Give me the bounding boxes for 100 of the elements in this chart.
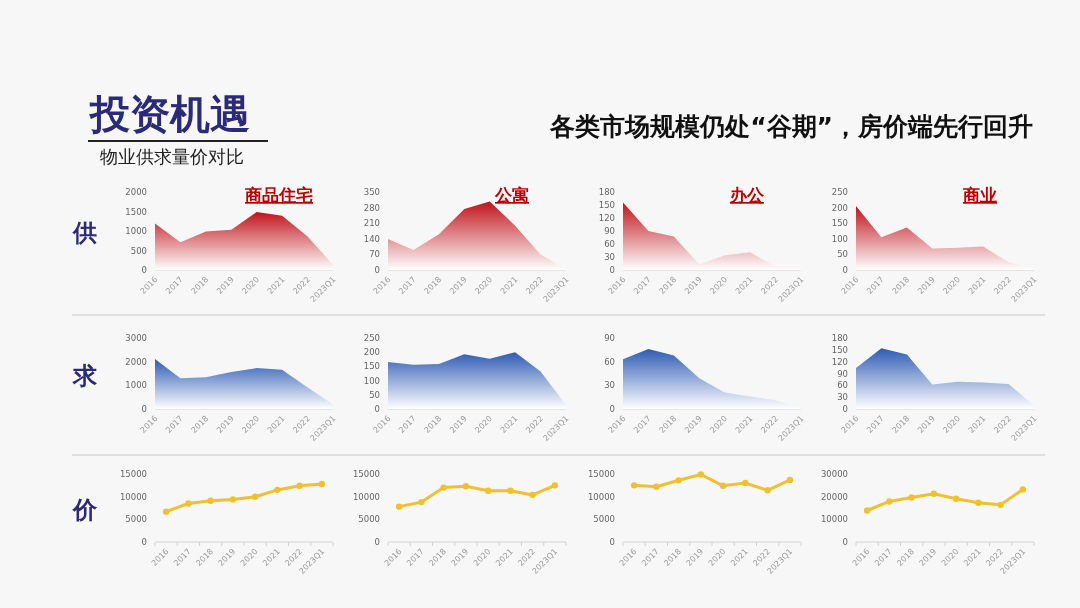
point [274, 486, 281, 494]
point [484, 487, 492, 494]
point [251, 493, 259, 500]
y-tick-label: 1500 [125, 206, 147, 217]
point [1019, 486, 1027, 493]
y-tick-label: 0 [609, 265, 615, 275]
point [886, 498, 893, 505]
y-axis-title: 求 [72, 361, 98, 390]
y-tick-label: 350 [363, 187, 380, 197]
y-tick-label: 10000 [352, 491, 380, 502]
y-tick-label: 30 [604, 252, 615, 262]
y-tick-label: 120 [831, 356, 848, 367]
y-tick-label: 30000 [820, 469, 848, 479]
text: 物业供求量价对比 [100, 146, 244, 167]
y-tick-label: 120 [598, 213, 615, 223]
point [207, 497, 214, 504]
point [551, 482, 559, 489]
y-tick-label: 5000 [125, 514, 147, 525]
point [952, 495, 960, 502]
y-tick-label: 200 [831, 202, 848, 213]
point [418, 498, 425, 506]
y-tick-label: 0 [374, 537, 380, 547]
y-tick-label: 0 [374, 404, 380, 414]
point [162, 508, 170, 515]
point [863, 507, 871, 514]
y-tick-label: 5000 [358, 514, 380, 525]
y-tick-label: 280 [363, 202, 380, 213]
y-tick-label: 2000 [125, 356, 147, 367]
y-tick-label: 10000 [119, 491, 147, 502]
y-tick-label: 180 [831, 333, 848, 343]
y-tick-label: 0 [609, 404, 615, 414]
y-tick-label: 15000 [587, 469, 615, 479]
y-tick-label: 150 [598, 200, 615, 210]
text: 各类市场规模仍处“谷期”，房价端先行回升 [549, 112, 1033, 141]
point [529, 491, 536, 499]
y-tick-label: 100 [363, 375, 380, 386]
y-tick-label: 500 [130, 245, 147, 256]
point [653, 483, 660, 490]
point [786, 476, 794, 484]
y-tick-label: 0 [141, 537, 147, 547]
y-axis-title: 供 [72, 219, 97, 247]
y-tick-label: 3000 [125, 333, 147, 343]
y-tick-label: 90 [837, 368, 848, 379]
y-tick-label: 30 [837, 392, 848, 403]
y-tick-label: 50 [369, 389, 380, 400]
point [229, 496, 237, 503]
y-tick-label: 250 [363, 333, 380, 343]
y-tick-label: 1000 [125, 226, 147, 236]
point [185, 500, 192, 507]
point [296, 482, 303, 489]
point [507, 487, 514, 494]
y-tick-label: 60 [837, 380, 848, 391]
point [318, 480, 326, 488]
y-tick-label: 90 [604, 226, 615, 236]
y-tick-label: 10000 [587, 491, 615, 502]
point [997, 501, 1004, 509]
y-tick-label: 0 [374, 265, 380, 275]
y-tick-label: 0 [609, 537, 615, 547]
point [697, 471, 705, 478]
y-tick-label: 140 [363, 233, 380, 244]
text: 投资机遇 [88, 91, 250, 137]
y-tick-label: 0 [842, 537, 848, 547]
point [462, 483, 470, 490]
y-tick-label: 20000 [820, 491, 848, 502]
y-tick-label: 0 [842, 404, 848, 414]
point [908, 494, 915, 501]
point [395, 503, 403, 510]
chart-title: 商品住宅 [244, 185, 313, 205]
y-tick-label: 10000 [820, 514, 848, 525]
y-tick-label: 100 [831, 233, 848, 244]
y-tick-label: 150 [363, 361, 380, 372]
y-tick-label: 210 [363, 218, 380, 229]
point [630, 482, 638, 489]
chart-title: 公寓 [494, 185, 529, 205]
y-tick-label: 2000 [125, 187, 147, 197]
y-tick-label: 1000 [125, 380, 147, 391]
point [764, 487, 771, 494]
y-tick-label: 180 [598, 187, 615, 197]
y-tick-label: 200 [363, 347, 380, 358]
point [675, 477, 682, 484]
y-tick-label: 15000 [352, 469, 380, 479]
y-tick-label: 60 [604, 239, 615, 249]
y-tick-label: 5000 [593, 514, 615, 525]
point [975, 499, 982, 506]
y-tick-label: 150 [831, 344, 848, 355]
point [719, 482, 727, 489]
point [440, 484, 447, 491]
point [930, 490, 938, 497]
y-tick-label: 90 [604, 333, 615, 343]
y-axis-title: 价 [72, 496, 98, 524]
y-tick-label: 50 [837, 249, 848, 260]
y-tick-label: 150 [831, 218, 848, 229]
y-tick-label: 0 [842, 265, 848, 275]
chart-title: 办公 [729, 185, 765, 205]
point [742, 479, 749, 487]
chart-title: 商业 [962, 185, 997, 205]
y-tick-label: 0 [141, 404, 147, 414]
y-tick-label: 30 [604, 380, 615, 391]
y-tick-label: 0 [141, 265, 147, 275]
y-tick-label: 70 [369, 249, 380, 260]
